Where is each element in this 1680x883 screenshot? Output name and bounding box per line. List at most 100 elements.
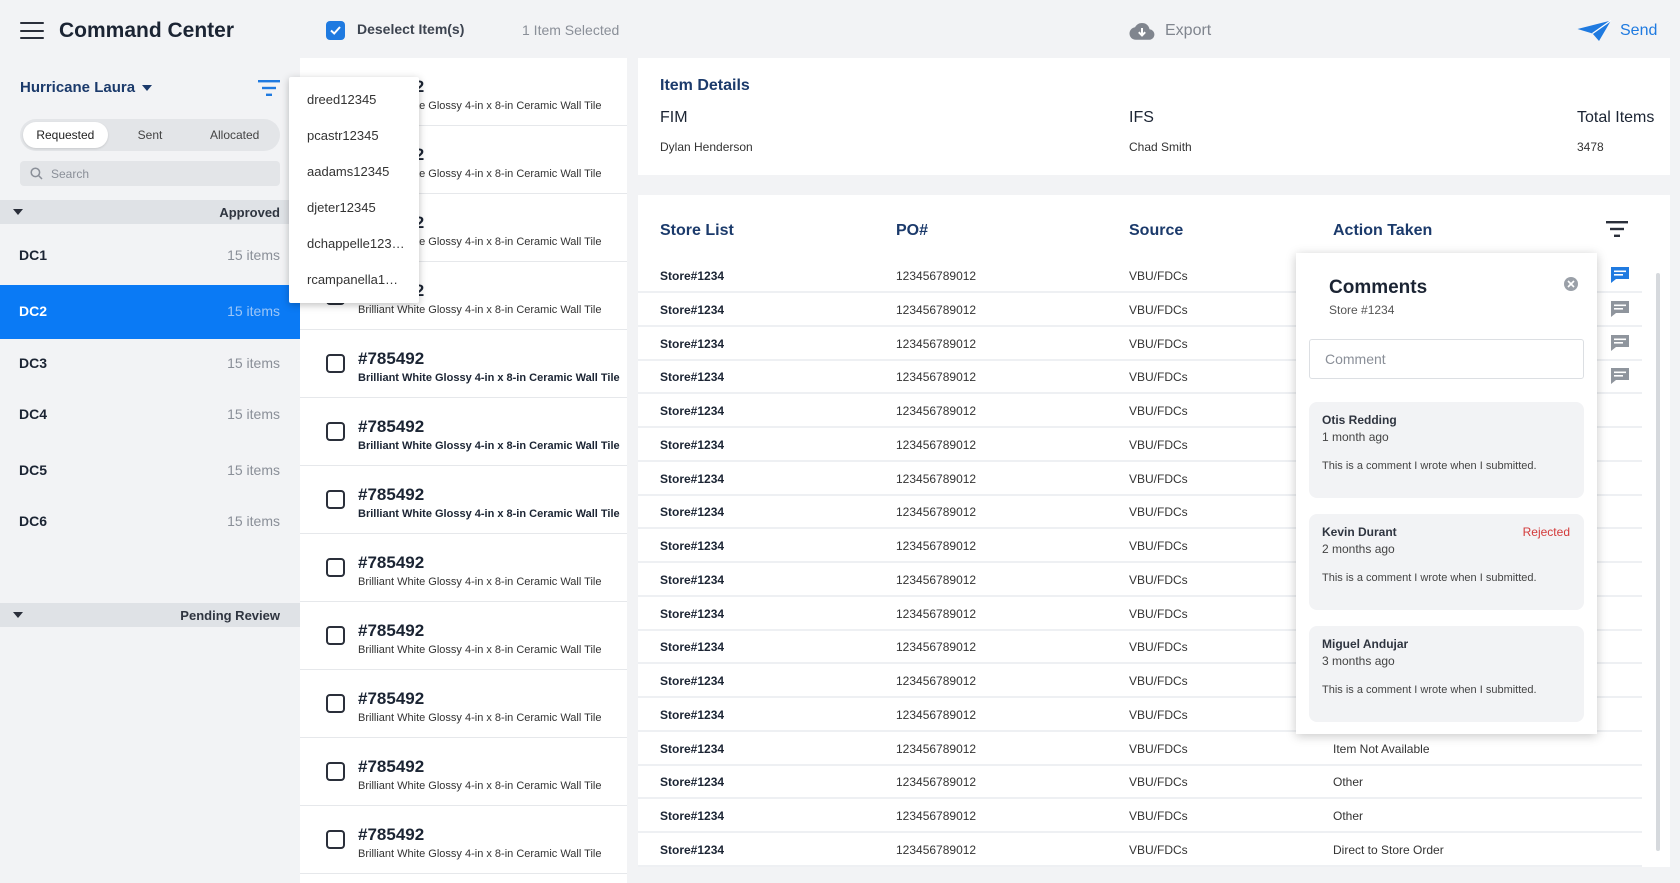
- table-row[interactable]: Store#1234 123456789012 VBU/FDCs: [638, 362, 1642, 394]
- event-selector[interactable]: Hurricane Laura: [20, 79, 153, 96]
- hamburger-menu-icon[interactable]: [20, 22, 44, 39]
- table-row[interactable]: Store#1234 123456789012 VBU/FDCs Item No…: [638, 734, 1642, 766]
- table-scrollbar[interactable]: [1656, 273, 1660, 851]
- tab-allocated[interactable]: Allocated: [209, 128, 260, 142]
- search-input[interactable]: [51, 166, 271, 181]
- comment-time: 3 months ago: [1322, 654, 1395, 668]
- source-cell: VBU/FDCs: [1129, 404, 1188, 418]
- comments-popover: Comments Store #1234 Otis Redding 1 mont…: [1296, 253, 1597, 734]
- sidebar-item-dc2[interactable]: DC2 15 items: [0, 285, 300, 339]
- list-item[interactable]: #785492 Brilliant White Glossy 4-in x 8-…: [300, 670, 627, 738]
- comment-text: This is a comment I wrote when I submitt…: [1322, 572, 1537, 584]
- store-list-card: Store List PO# Source Action Taken Store…: [638, 195, 1670, 867]
- send-button[interactable]: Send: [1577, 18, 1657, 44]
- export-button[interactable]: Export: [1129, 18, 1211, 44]
- list-item[interactable]: #785492 Brilliant White Glossy 4-in x 8-…: [300, 806, 627, 874]
- item-checkbox[interactable]: [326, 830, 345, 849]
- list-item[interactable]: #785492 Brilliant White Glossy 4-in x 8-…: [300, 330, 627, 398]
- selected-count: 1 Item Selected: [522, 22, 620, 38]
- comment-icon[interactable]: [1610, 266, 1630, 284]
- dc-name: DC4: [19, 406, 48, 422]
- source-cell: VBU/FDCs: [1129, 472, 1188, 486]
- sidebar-item-dc3[interactable]: DC3 15 items: [0, 337, 300, 391]
- deselect-items-label[interactable]: Deselect Item(s): [357, 21, 465, 37]
- list-item[interactable]: #785492 Brilliant White Glossy 4-in x 8-…: [300, 466, 627, 534]
- table-row[interactable]: Store#1234 123456789012 VBU/FDCs: [638, 396, 1642, 428]
- po-cell: 123456789012: [896, 404, 977, 418]
- dc-count: 15 items: [227, 355, 280, 371]
- table-row[interactable]: Store#1234 123456789012 VBU/FDCs: [638, 430, 1642, 462]
- table-row[interactable]: Store#1234 123456789012 VBU/FDCs Other: [638, 801, 1642, 833]
- source-cell: VBU/FDCs: [1129, 573, 1188, 587]
- list-item[interactable]: #785492 Brilliant White Glossy 4-in x 8-…: [300, 738, 627, 806]
- source-cell: VBU/FDCs: [1129, 708, 1188, 722]
- dc-name: DC5: [19, 462, 48, 478]
- po-cell: 123456789012: [896, 775, 977, 789]
- collapse-caret-icon: [13, 612, 23, 618]
- status-segmented-control: Requested Sent Allocated: [20, 119, 280, 151]
- filter-icon[interactable]: [258, 80, 280, 96]
- dropdown-option[interactable]: rcampanella1…: [307, 272, 399, 287]
- item-number: #785492: [358, 757, 425, 776]
- table-row[interactable]: Store#1234 123456789012 VBU/FDCs: [638, 632, 1642, 664]
- source-cell: VBU/FDCs: [1129, 674, 1188, 688]
- filter-icon[interactable]: [1606, 221, 1628, 237]
- list-item[interactable]: #785492 Brilliant White Glossy 4-in x 8-…: [300, 534, 627, 602]
- dropdown-option[interactable]: pcastr12345: [307, 128, 379, 143]
- table-row[interactable]: Store#1234 123456789012 VBU/FDCs: [638, 497, 1642, 529]
- dropdown-option[interactable]: aadams12345: [307, 164, 390, 179]
- item-description: Brilliant White Glossy 4-in x 8-in Ceram…: [358, 644, 602, 656]
- tab-sent[interactable]: Sent: [137, 128, 163, 142]
- dropdown-option[interactable]: djeter12345: [307, 200, 376, 215]
- table-row[interactable]: Store#1234 123456789012 VBU/FDCs Other: [638, 767, 1642, 799]
- item-checkbox[interactable]: [326, 422, 345, 441]
- comment-card: Kevin Durant Rejected 2 months ago This …: [1309, 514, 1584, 610]
- list-item[interactable]: #785492 Brilliant White Glossy 4-in x 8-…: [300, 398, 627, 466]
- table-row[interactable]: Store#1234 123456789012 VBU/FDCs: [638, 295, 1642, 327]
- table-row[interactable]: Store#1234 123456789012 VBU/FDCs: [638, 464, 1642, 496]
- table-row[interactable]: Store#1234 123456789012 VBU/FDCs: [638, 700, 1642, 732]
- comment-icon[interactable]: [1610, 367, 1630, 385]
- table-row[interactable]: Store#1234 123456789012 VBU/FDCs: [638, 531, 1642, 563]
- comment-input[interactable]: [1309, 339, 1584, 379]
- store-cell: Store#1234: [660, 269, 725, 283]
- item-checkbox[interactable]: [326, 694, 345, 713]
- group-header-approved[interactable]: Approved: [0, 200, 300, 224]
- list-item[interactable]: #785492 Brilliant White Glossy 4-in x 8-…: [300, 602, 627, 670]
- table-row[interactable]: Store#1234 123456789012 VBU/FDCs: [638, 565, 1642, 597]
- table-row[interactable]: Store#1234 123456789012 VBU/FDCs Direct …: [638, 835, 1642, 867]
- comment-icon[interactable]: [1610, 300, 1630, 318]
- source-cell: VBU/FDCs: [1129, 370, 1188, 384]
- tab-requested[interactable]: Requested: [23, 122, 108, 148]
- comment-card: Miguel Andujar 3 months ago This is a co…: [1309, 626, 1584, 722]
- deselect-checkbox[interactable]: [326, 21, 345, 40]
- table-row[interactable]: Store#1234 123456789012 VBU/FDCs: [638, 329, 1642, 361]
- sidebar-item-dc1[interactable]: DC1 15 items: [0, 229, 300, 283]
- comment-icon[interactable]: [1610, 334, 1630, 352]
- dropdown-option[interactable]: dreed12345: [307, 92, 377, 107]
- item-checkbox[interactable]: [326, 762, 345, 781]
- item-checkbox[interactable]: [326, 626, 345, 645]
- sidebar-item-dc5[interactable]: DC5 15 items: [0, 444, 300, 498]
- search-icon: [30, 167, 43, 180]
- store-cell: Store#1234: [660, 303, 725, 317]
- group-header-pending-review[interactable]: Pending Review: [0, 603, 300, 627]
- item-checkbox[interactable]: [326, 558, 345, 577]
- close-icon[interactable]: [1564, 277, 1578, 291]
- item-description: Brilliant White Glossy 4-in x 8-in Ceram…: [358, 780, 602, 792]
- comment-author: Otis Redding: [1322, 413, 1397, 427]
- item-checkbox[interactable]: [326, 490, 345, 509]
- dropdown-option[interactable]: dchappelle123…: [307, 236, 405, 251]
- source-cell: VBU/FDCs: [1129, 843, 1188, 857]
- item-checkbox[interactable]: [326, 354, 345, 373]
- store-cell: Store#1234: [660, 809, 725, 823]
- po-cell: 123456789012: [896, 370, 977, 384]
- table-row[interactable]: Store#1234 123456789012 VBU/FDCs: [638, 261, 1642, 293]
- source-cell: VBU/FDCs: [1129, 269, 1188, 283]
- action-cell: Other: [1333, 775, 1364, 789]
- dc-count: 15 items: [227, 462, 280, 478]
- table-row[interactable]: Store#1234 123456789012 VBU/FDCs: [638, 599, 1642, 631]
- sidebar-item-dc4[interactable]: DC4 15 items: [0, 388, 300, 442]
- table-row[interactable]: Store#1234 123456789012 VBU/FDCs: [638, 666, 1642, 698]
- sidebar-item-dc6[interactable]: DC6 15 items: [0, 495, 300, 549]
